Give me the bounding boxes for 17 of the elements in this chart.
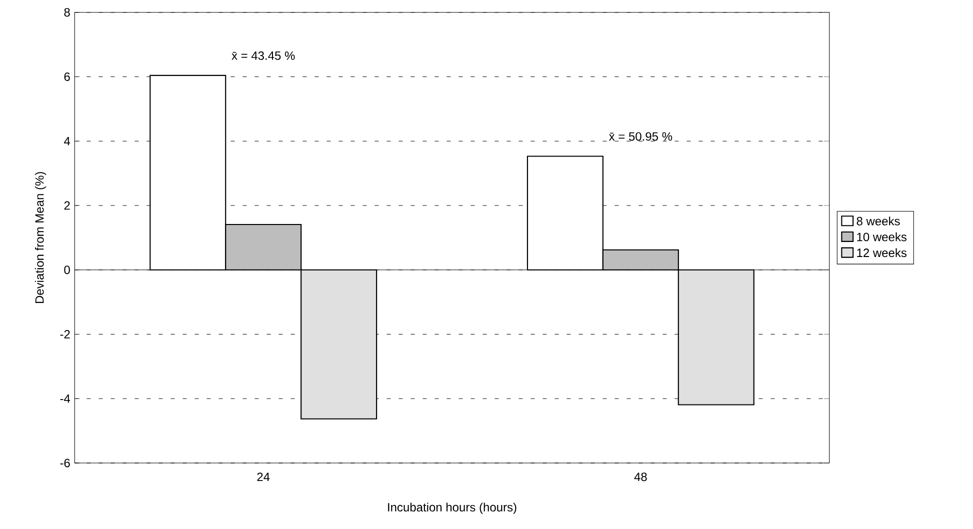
y-tick-label: -2 — [60, 330, 70, 338]
legend-label: 12 weeks — [857, 248, 906, 258]
y-tick-label: 8 — [64, 8, 70, 17]
legend-label: 10 weeks — [857, 232, 906, 242]
annotation: x̄ = 50.95 % — [608, 132, 672, 141]
x-tick-label: 24 — [257, 472, 270, 481]
y-tick-label: -6 — [60, 458, 70, 468]
x-tick-label: 48 — [634, 472, 647, 482]
y-axis-title: Deviation from Mean (%) — [34, 172, 46, 304]
x-axis-title: Incubation hours (hours) — [388, 502, 516, 514]
y-tick-label: -4 — [60, 394, 70, 403]
annotation: x̄ = 43.45 % — [232, 51, 295, 60]
y-tick-label: 2 — [64, 201, 70, 210]
y-tick-label: 6 — [64, 72, 70, 81]
legend-label: 8 weeks — [856, 216, 900, 226]
y-tick-label: 4 — [64, 136, 70, 146]
y-tick-label: 0 — [64, 266, 70, 274]
